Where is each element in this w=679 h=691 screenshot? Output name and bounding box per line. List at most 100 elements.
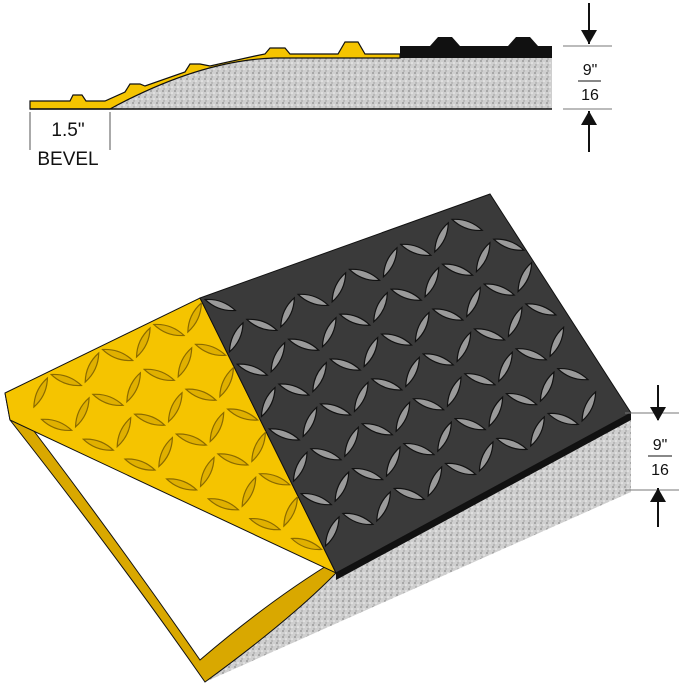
- diamond-tread: [453, 417, 487, 431]
- diamond-tread: [299, 492, 333, 506]
- diamond-tread: [74, 396, 90, 429]
- diamond-tread: [514, 348, 548, 361]
- diamond-tread: [241, 475, 257, 508]
- diamond-tread: [450, 218, 484, 231]
- diamond-tread: [216, 453, 250, 466]
- diamond-tread: [478, 440, 494, 473]
- yellow-bevel-edge: [29, 41, 401, 110]
- thickness-denominator: 16: [581, 87, 599, 104]
- cross-section: 1.5" BEVEL 9" 16: [29, 3, 612, 170]
- diamond-tread: [116, 416, 132, 449]
- diamond-tread: [33, 376, 49, 409]
- diamond-tread: [446, 375, 462, 408]
- diamond-tread: [40, 418, 74, 431]
- arrow-up-icon: [650, 488, 666, 527]
- diamond-tread: [412, 398, 445, 411]
- diamond-tread: [427, 465, 443, 498]
- diamond-tread: [49, 373, 83, 387]
- diamond-tread: [441, 263, 474, 276]
- diamond-tread: [219, 366, 235, 399]
- diamond-tread: [488, 395, 504, 428]
- arrow-up-icon: [581, 111, 597, 152]
- diamond-tread: [456, 331, 472, 363]
- diamond-tread: [395, 400, 411, 433]
- diamond-tread: [405, 356, 420, 388]
- diamond-tread: [319, 403, 353, 416]
- diamond-tread: [194, 343, 228, 356]
- diamond-tread: [351, 467, 385, 481]
- diamond-tread: [174, 433, 208, 446]
- diamond-tread: [203, 298, 237, 312]
- diamond-tread: [187, 301, 203, 334]
- diamond-tread: [135, 326, 151, 359]
- diamond-tread: [389, 288, 423, 301]
- diamond-tread: [142, 368, 176, 381]
- diamond-tread: [226, 408, 260, 421]
- diamond-tread: [363, 336, 379, 368]
- diamond-tread: [424, 266, 440, 299]
- diamond-tread: [530, 415, 545, 448]
- diamond-tread: [296, 293, 330, 306]
- diamond-tread: [245, 318, 279, 331]
- diamond-tread: [549, 325, 565, 358]
- diamond-tread: [331, 271, 347, 304]
- foam-side: [205, 420, 631, 682]
- diamond-tread: [517, 261, 533, 293]
- diamond-tread: [287, 338, 321, 351]
- diamond-tread: [475, 241, 491, 274]
- diamond-tread: [444, 462, 477, 476]
- diamond-tread: [482, 283, 516, 296]
- diamond-tread: [505, 392, 538, 406]
- diamond-tread: [312, 361, 327, 393]
- arrow-down-icon: [650, 385, 666, 421]
- diamond-tread: [206, 498, 240, 511]
- diamond-tread: [492, 238, 526, 251]
- mat-thickness-numerator: 9": [653, 437, 668, 454]
- diamond-tread: [267, 428, 301, 441]
- diamond-tread: [421, 353, 455, 366]
- diamond-tread: [158, 436, 174, 468]
- diamond-tread: [84, 351, 100, 384]
- diamond-tread: [292, 450, 308, 483]
- diamond-tread: [466, 286, 481, 318]
- diamond-tread: [81, 438, 115, 451]
- foam-core: [110, 58, 552, 109]
- diamond-tread: [507, 306, 523, 338]
- diamond-tread: [126, 371, 142, 404]
- mat-3d-view: 9" 16: [4, 193, 679, 683]
- diamond-tread: [370, 378, 404, 391]
- diamond-tread: [235, 363, 269, 376]
- diamond-tread: [581, 390, 597, 423]
- diamond-tread: [382, 246, 398, 279]
- diamond-tread: [283, 495, 299, 528]
- diamond-tread: [524, 303, 558, 316]
- diamond-tread: [360, 423, 394, 436]
- diamond-tread: [414, 311, 430, 343]
- diamond-tread: [270, 341, 286, 374]
- diamond-tread: [328, 358, 362, 371]
- diamond-tread: [434, 221, 449, 254]
- diamond-tread: [376, 490, 391, 523]
- diamond-tread: [348, 268, 381, 281]
- diamond-tread: [209, 411, 225, 443]
- black-diamond-tread: [203, 218, 597, 548]
- diamond-tread: [385, 445, 401, 478]
- diamond-tread: [341, 512, 375, 526]
- diamond-tread: [546, 412, 580, 426]
- diamond-tread: [167, 391, 183, 424]
- diamond-tread: [152, 323, 186, 337]
- bevel-label: BEVEL: [37, 149, 98, 170]
- bevel-width-label: 1.5": [51, 120, 84, 141]
- diamond-tread: [123, 458, 157, 471]
- diamond-tread: [402, 442, 436, 456]
- diamond-tread: [177, 346, 193, 379]
- diamond-tread: [199, 456, 215, 488]
- diamond-tread: [290, 537, 324, 551]
- diamond-tread: [556, 367, 590, 381]
- diamond-tread: [277, 383, 311, 396]
- diamond-tread: [248, 517, 282, 531]
- diamond-tread: [260, 386, 276, 418]
- diamond-tread: [498, 350, 513, 383]
- diamond-tread: [321, 316, 337, 349]
